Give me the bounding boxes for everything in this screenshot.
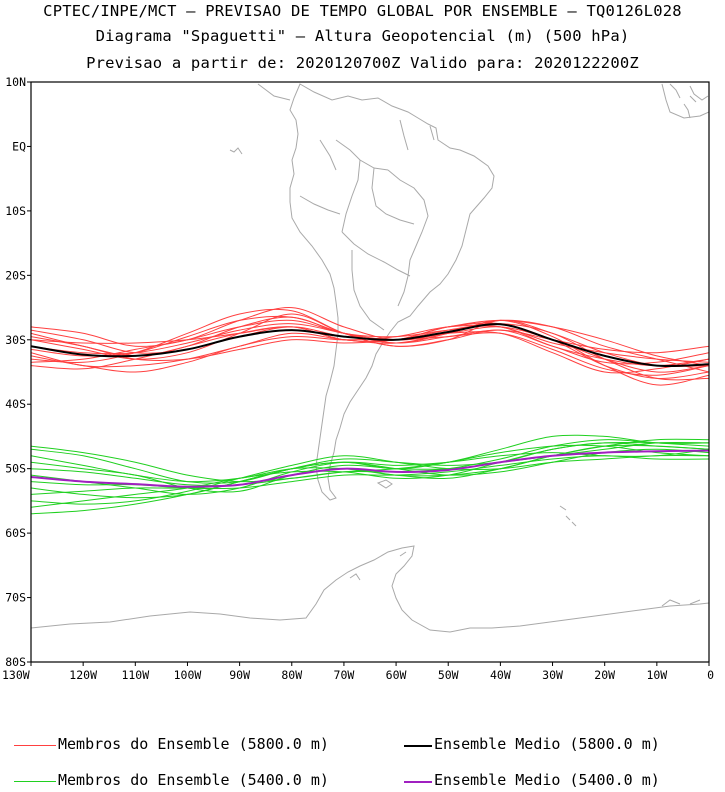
antarctic-islands	[349, 551, 701, 607]
mean-5400-line	[31, 449, 709, 488]
legend-swatch-members-5400	[14, 781, 56, 782]
lat-tick-label: 40S	[5, 397, 26, 411]
lat-ticks: 10N EQ 10S 20S 30S 40S 50S 60S 70S 80S	[5, 75, 31, 669]
antarctica-coast	[31, 545, 709, 633]
lon-tick-label: 20W	[594, 668, 615, 682]
lat-tick-label: EQ	[12, 139, 26, 153]
lat-tick-label: 50S	[5, 462, 26, 476]
lon-tick-label: 60W	[386, 668, 407, 682]
mean-5800-line	[31, 323, 709, 368]
member-5400-line-4	[31, 441, 709, 499]
legend-swatch-mean-5400	[404, 781, 432, 783]
title-line-2: Diagrama "Spaguetti" – Altura Geopotenci…	[95, 27, 630, 45]
falklands-coast	[376, 479, 393, 489]
member-5800-line-9	[31, 324, 709, 373]
central-america-coast	[257, 83, 709, 101]
legend-label-members-5400: Membros do Ensemble (5400.0 m)	[58, 771, 329, 789]
lon-tick-label: 0	[707, 668, 714, 682]
south-georgia	[559, 505, 577, 527]
south-america-coast	[289, 83, 495, 501]
lat-tick-label: 10S	[5, 204, 26, 218]
country-borders	[299, 119, 435, 331]
member-5400-line-1	[31, 434, 709, 484]
lon-tick-label: 110W	[121, 668, 149, 682]
lon-ticks: 130W 120W 110W 100W 90W 80W 70W 60W 50W 40W 30W 20W…	[2, 662, 714, 682]
member-5800-line-1	[31, 307, 709, 373]
lon-tick-label: 80W	[281, 668, 302, 682]
plot-frame	[30, 81, 710, 663]
lon-tick-label: 40W	[490, 668, 511, 682]
coastline-layer	[31, 83, 709, 633]
member-5800-line-8	[31, 319, 709, 367]
legend-label-mean-5400: Ensemble Medio (5400.0 m)	[434, 771, 660, 789]
lat-tick-label: 80S	[5, 655, 26, 669]
legend-label-mean-5800: Ensemble Medio (5800.0 m)	[434, 735, 660, 753]
lon-tick-label: 130W	[2, 668, 30, 682]
member-5400-line-10	[31, 444, 709, 495]
legend-swatch-members-5800	[14, 745, 56, 746]
lon-tick-label: 50W	[438, 668, 459, 682]
legend-swatch-mean-5800	[404, 745, 432, 747]
lon-tick-label: 30W	[542, 668, 563, 682]
mean-lines-group	[31, 323, 709, 488]
lat-tick-label: 70S	[5, 591, 26, 605]
lat-tick-label: 60S	[5, 526, 26, 540]
member-5400-line-5	[31, 455, 709, 505]
lon-tick-label: 10W	[646, 668, 667, 682]
caribbean-islands	[229, 95, 697, 155]
legend-label-members-5800: Membros do Ensemble (5800.0 m)	[58, 735, 329, 753]
lon-tick-label: 90W	[229, 668, 250, 682]
member-5400-line-11	[31, 441, 709, 508]
member-5800-line-10	[31, 326, 709, 376]
title-line-1: CPTEC/INPE/MCT – PREVISAO DE TEMPO GLOBA…	[43, 2, 682, 20]
africa-coast	[661, 83, 709, 119]
lon-tick-label: 70W	[334, 668, 355, 682]
lat-tick-label: 20S	[5, 268, 26, 282]
member-5800-line-12	[31, 323, 709, 381]
lat-tick-label: 10N	[5, 75, 26, 89]
member-5800-line-13	[31, 319, 709, 374]
lat-tick-label: 30S	[5, 333, 26, 347]
members-5400-group	[31, 434, 709, 515]
lon-tick-label: 100W	[174, 668, 202, 682]
lon-tick-label: 120W	[69, 668, 97, 682]
title-line-3: Previsao a partir de: 2020120700Z Valido…	[86, 54, 639, 72]
